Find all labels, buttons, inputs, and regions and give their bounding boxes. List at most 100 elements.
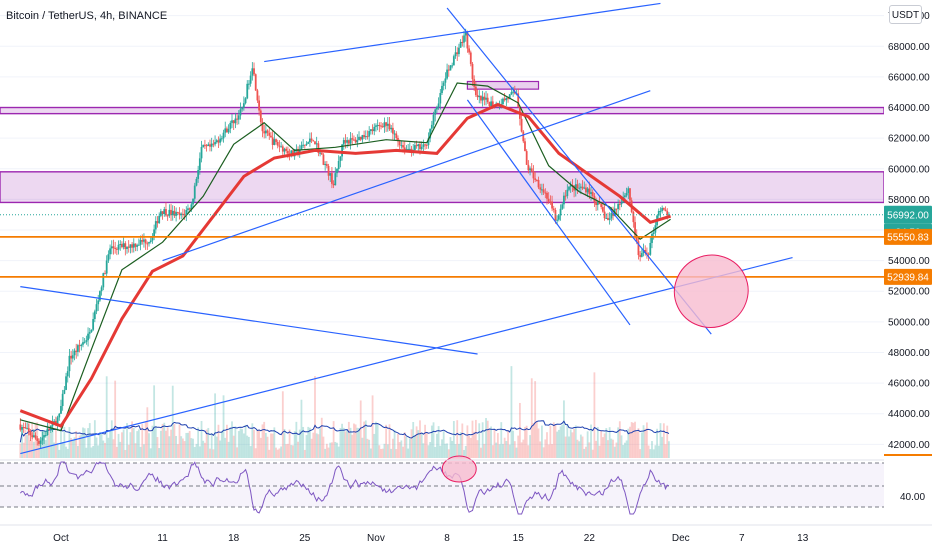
volume-bar	[634, 421, 636, 458]
candle-body	[34, 435, 37, 439]
candle-body	[315, 143, 318, 145]
candle-body	[366, 136, 369, 138]
candle-body	[295, 148, 298, 150]
candle-body	[530, 168, 533, 172]
candle-body	[126, 246, 128, 250]
volume-bar	[39, 443, 42, 458]
price-tick-label: 42000.00	[888, 440, 930, 451]
candle-body	[625, 193, 628, 196]
price-tick-label: 62000.00	[888, 134, 930, 145]
currency-button[interactable]: USDT	[889, 5, 922, 24]
volume-bar	[637, 428, 640, 458]
candle-body	[195, 178, 198, 186]
candle-body	[273, 139, 276, 145]
candle-body	[522, 131, 525, 142]
candle-body	[127, 246, 130, 248]
volume-bar	[44, 440, 47, 458]
candle-body	[534, 178, 537, 180]
candle-body	[547, 198, 550, 202]
candle-body	[353, 139, 355, 141]
volume-bar	[371, 395, 374, 458]
volume-bar	[314, 376, 316, 458]
candle-body	[336, 168, 338, 174]
volume-bar	[99, 431, 101, 458]
candle-body	[359, 136, 362, 140]
candle-body	[432, 114, 435, 125]
trend-lines	[20, 2, 793, 455]
candle-body	[344, 140, 347, 143]
candle-body	[29, 431, 32, 436]
price-axis-background	[884, 0, 932, 525]
candle-body	[171, 210, 174, 216]
candle-body	[395, 133, 398, 139]
volume-bar	[200, 420, 203, 458]
volume-bar	[436, 433, 438, 458]
price-axis[interactable]: 42000.00 44000.00 46000.00 48000.00 50000.00…	[884, 0, 932, 525]
candle-body	[198, 158, 201, 171]
volume-bar	[319, 428, 321, 458]
volume-bar	[244, 424, 247, 458]
volume-bar	[447, 449, 450, 458]
candle-body	[578, 187, 581, 189]
trend-line	[446, 7, 712, 335]
candle-body	[349, 138, 352, 144]
candle-body	[564, 195, 567, 197]
candle-body	[662, 207, 665, 210]
candle-body	[618, 203, 621, 205]
candle-body	[65, 376, 67, 390]
candle-body	[249, 75, 252, 84]
volume-bar	[241, 429, 244, 458]
candle-body	[319, 152, 321, 154]
candle-body	[168, 209, 171, 216]
volume-bar	[132, 427, 135, 458]
candle-body	[537, 180, 540, 188]
candle-body	[44, 435, 47, 437]
candle-body	[234, 118, 237, 124]
candle-body	[661, 207, 664, 211]
volume-bar	[405, 436, 408, 458]
volume-bar	[297, 441, 299, 458]
candle-body	[327, 165, 330, 176]
candle-body	[361, 135, 364, 140]
volume-bar	[219, 440, 222, 458]
volume-bar	[51, 423, 54, 458]
volume-bar	[317, 434, 320, 458]
volume-bar	[92, 445, 95, 458]
volume-bar	[424, 424, 426, 458]
candle-body	[429, 128, 432, 139]
volume-bar	[527, 445, 530, 458]
volume-bar	[551, 444, 553, 458]
candle-body	[376, 125, 379, 127]
candle-body	[525, 151, 528, 165]
time-axis[interactable]: Oct 11 18 25 Nov 8 15 22 Dec 7 13	[0, 524, 932, 550]
candle-body	[436, 107, 438, 110]
candle-body	[535, 179, 538, 181]
volume-bar	[361, 437, 364, 458]
candle-body	[473, 79, 476, 87]
candle-body	[640, 253, 643, 257]
candle-body	[156, 221, 159, 224]
volume-bar	[283, 428, 286, 458]
volume-bar	[659, 423, 662, 458]
volume-bar	[185, 432, 188, 458]
volume-bar	[85, 447, 88, 458]
volume-bar	[364, 420, 367, 458]
candle-body	[75, 350, 78, 352]
candle-body	[270, 135, 272, 138]
candle-body	[143, 239, 145, 242]
volume-bar	[237, 431, 240, 458]
volume-bar	[412, 422, 415, 458]
candle-body	[193, 185, 196, 199]
volume-bar	[121, 432, 123, 458]
candle-body	[441, 85, 443, 94]
candle-body	[620, 202, 623, 205]
candle-body	[236, 118, 238, 120]
volume-bar	[153, 385, 156, 458]
candle-body	[124, 243, 127, 250]
volume-bar	[193, 447, 196, 458]
volume-bar	[268, 449, 271, 458]
price-tick-label: 44000.00	[888, 409, 930, 420]
volume-bar	[312, 432, 315, 458]
